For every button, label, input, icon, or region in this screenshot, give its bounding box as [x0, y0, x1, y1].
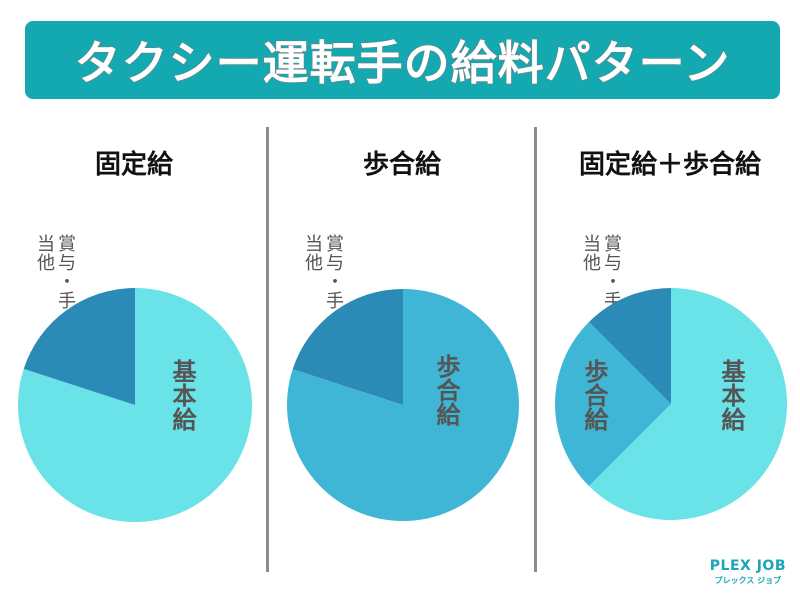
divider-2 [534, 127, 537, 572]
slice-commission [287, 289, 520, 521]
slice-label-commission: 歩合給 [580, 359, 608, 431]
panel-title-fixed-plus-commission: 固定給＋歩合給 [578, 150, 761, 180]
slice-bonus-allowance [292, 289, 403, 405]
logo-main-text: PLEX JOB [709, 558, 786, 574]
slice-bonus-allowance [588, 288, 671, 404]
divider-1 [266, 127, 269, 572]
slice-label-commission: 歩合給 [432, 354, 460, 426]
logo-sub-text: プレックス ジョブ [714, 576, 782, 585]
slice-commission [555, 321, 671, 487]
slice-base-salary [18, 288, 253, 522]
slice-base-salary [588, 288, 788, 520]
title-banner: タクシー運転手の給料パターン [25, 21, 780, 99]
bonus-allowance-label: 賞与・手当他 [302, 234, 344, 310]
bonus-allowance-label: 賞与・手当他 [34, 234, 76, 310]
slice-bonus-allowance [23, 288, 136, 405]
page-title: タクシー運転手の給料パターン [74, 36, 731, 91]
slice-label-base-salary: 基本給 [717, 359, 745, 431]
slice-label-base-salary: 基本給 [168, 359, 196, 431]
plexjob-logo: PLEX JOB プレックス ジョブ [710, 558, 786, 586]
panel-title-commission: 歩合給 [362, 150, 441, 180]
bonus-allowance-label: 賞与・手当他 [580, 234, 622, 310]
panel-title-fixed: 固定給 [94, 150, 173, 180]
